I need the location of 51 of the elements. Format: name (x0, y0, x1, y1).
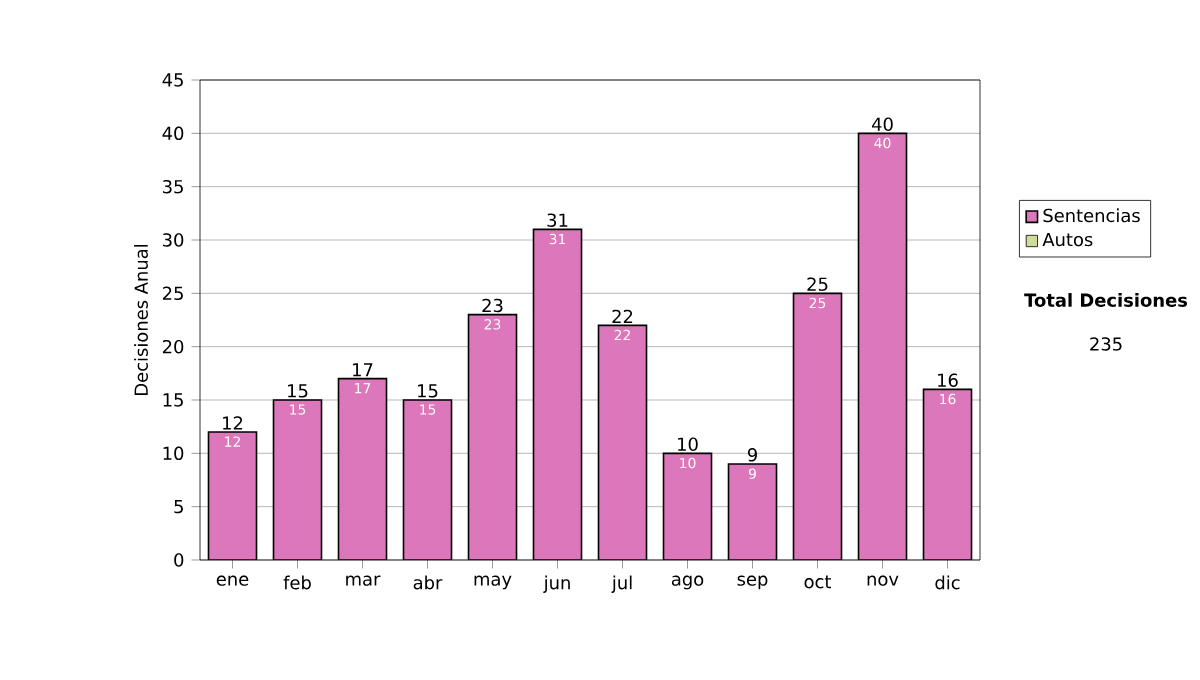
y-tick-label: 30 (163, 233, 184, 247)
total-label: 23 (482, 298, 503, 313)
bar (273, 400, 322, 560)
x-tick-label: jun (543, 575, 570, 593)
x-tick-label: feb (283, 575, 311, 590)
total-label: 12 (223, 416, 243, 430)
text: 235 (1090, 337, 1122, 351)
bar (598, 325, 647, 560)
legend-label: Autos (1042, 232, 1093, 247)
y-tick-label: 25 (162, 286, 183, 301)
x-tick-label: sep (737, 575, 768, 590)
bar (468, 314, 517, 560)
total-label: 25 (807, 277, 828, 291)
bar (403, 400, 452, 560)
x-tick-label: dic (935, 575, 960, 590)
bar (338, 378, 387, 560)
bar (858, 133, 907, 560)
bar (663, 453, 712, 560)
total-label: 31 (547, 213, 568, 227)
bar (922, 388, 973, 560)
x-tick-label: may (474, 575, 512, 590)
y-tick-label: 45 (162, 73, 183, 87)
y-tick-label: 10 (163, 446, 184, 461)
total-label: 16 (938, 373, 958, 387)
total-label: 15 (288, 384, 308, 398)
total-label: 17 (353, 363, 373, 377)
x-tick-label: jul (611, 575, 632, 593)
total-label: 40 (871, 117, 893, 131)
total-label: 15 (418, 384, 438, 398)
x-tick-label: ago (671, 575, 704, 590)
legend-label: Sentencias (1043, 208, 1140, 223)
x-tick-label: mar (346, 575, 381, 586)
y-tick-label: 40 (162, 126, 184, 141)
total-label: 22 (612, 309, 633, 323)
total-label: 10 (678, 437, 698, 451)
x-tick-label: oct (804, 575, 832, 589)
x-tick-label: abr (413, 575, 443, 590)
bar (793, 293, 842, 560)
bar (208, 432, 257, 560)
total-label: 9 (747, 448, 757, 462)
x-tick-label: ene (216, 575, 249, 586)
y-tick-label: 35 (163, 179, 183, 194)
y-tick-label: 20 (162, 339, 184, 354)
text: Total Decisiones (1024, 293, 1188, 307)
y-axis-title: Decisiones Anual (134, 244, 148, 395)
bar (533, 229, 582, 560)
bar (728, 464, 777, 560)
y-tick-label: 5 (174, 500, 183, 514)
y-tick-label: 15 (163, 393, 183, 407)
y-tick-label: 0 (174, 553, 184, 567)
x-tick-label: nov (867, 575, 899, 586)
